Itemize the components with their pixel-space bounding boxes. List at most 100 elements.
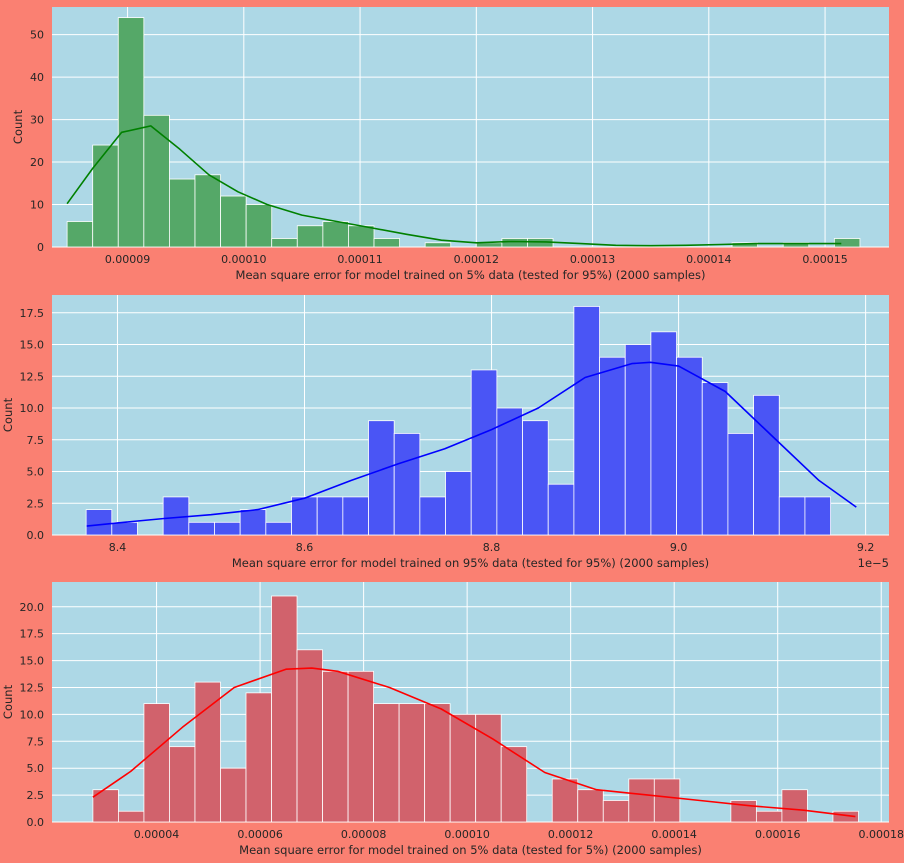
histogram-bar bbox=[373, 238, 400, 248]
y-axis-label: Count bbox=[1, 397, 15, 432]
x-tick-label: 0.00014 bbox=[651, 828, 697, 841]
histogram-bar bbox=[449, 713, 477, 823]
histogram-bar bbox=[143, 703, 170, 823]
x-tick-label: 8.6 bbox=[296, 541, 314, 554]
y-tick-label: 10 bbox=[30, 199, 44, 212]
x-tick-label: 0.00018 bbox=[858, 828, 904, 841]
x-tick-label: 0.00008 bbox=[341, 828, 387, 841]
histogram-bar bbox=[111, 521, 138, 536]
histogram-bar bbox=[239, 509, 267, 536]
histogram-bar bbox=[373, 703, 400, 823]
histogram-bar bbox=[833, 238, 861, 248]
y-tick-label: 10.0 bbox=[20, 708, 45, 721]
histogram-bar bbox=[624, 344, 652, 536]
x-tick-label: 0.00016 bbox=[755, 828, 801, 841]
histogram-bar bbox=[245, 692, 272, 823]
kde-line bbox=[92, 667, 856, 818]
x-tick-label: 8.4 bbox=[109, 541, 127, 554]
x-tick-label: 0.00009 bbox=[105, 253, 151, 266]
histogram-panel-1: 0.00009 0.00010 0.00011 0.00012 0.00013 0.000… bbox=[11, 7, 889, 282]
histogram-bar bbox=[778, 496, 806, 536]
histogram-bar bbox=[547, 483, 575, 536]
histogram-bar bbox=[602, 800, 630, 823]
kde-line bbox=[66, 125, 842, 247]
histogram-bar bbox=[322, 670, 349, 823]
histogram-bar bbox=[118, 810, 145, 823]
histogram-bar bbox=[573, 306, 600, 536]
y-tick-label: 2.5 bbox=[27, 789, 45, 802]
histogram-panel-2: 8.4 8.6 8.8 9.0 9.2 0.0 2.5 5.0 7.5 10.0 12.5 15.0 1… bbox=[1, 295, 889, 570]
histogram-bar bbox=[85, 509, 113, 536]
histogram-bar bbox=[727, 433, 754, 536]
y-tick-label: 12.5 bbox=[20, 370, 45, 383]
histogram-bar bbox=[500, 746, 528, 823]
y-tick-label: 5.0 bbox=[27, 466, 45, 479]
histogram-bar bbox=[322, 221, 349, 248]
y-tick-label: 30 bbox=[30, 114, 44, 127]
histogram-bar bbox=[653, 778, 681, 823]
histogram-bar bbox=[424, 242, 452, 248]
x-tick-label: 0.00004 bbox=[134, 828, 180, 841]
histogram-bar bbox=[398, 703, 426, 823]
histogram-bar bbox=[271, 595, 298, 823]
x-tick-label: 0.00012 bbox=[454, 253, 500, 266]
histogram-bar bbox=[445, 471, 472, 536]
x-axis-label: Mean square error for model trained on 5… bbox=[236, 268, 706, 282]
histogram-bar bbox=[347, 670, 375, 823]
histogram-bar bbox=[265, 521, 292, 536]
x-tick-label: 9.2 bbox=[857, 541, 875, 554]
histogram-bar bbox=[393, 433, 421, 536]
histogram-bar bbox=[245, 204, 273, 248]
histogram-bar bbox=[143, 114, 170, 248]
histogram-bar bbox=[804, 496, 831, 536]
y-tick-label: 17.5 bbox=[20, 628, 45, 641]
y-tick-label: 10.0 bbox=[20, 402, 45, 415]
y-tick-label: 20 bbox=[30, 156, 44, 169]
histogram-bar bbox=[424, 703, 451, 823]
x-tick-label: 0.00012 bbox=[548, 828, 594, 841]
histogram-bar bbox=[832, 810, 859, 823]
histogram-bar bbox=[496, 407, 523, 536]
histogram-bar bbox=[291, 496, 318, 536]
y-tick-label: 20.0 bbox=[20, 601, 45, 614]
histogram-bar bbox=[220, 195, 247, 248]
x-tick-label: 0.00013 bbox=[570, 253, 616, 266]
y-tick-label: 0 bbox=[37, 241, 44, 254]
y-axis-label: Count bbox=[1, 684, 15, 719]
histogram-bar bbox=[628, 778, 655, 823]
histogram-bar bbox=[701, 382, 729, 536]
histogram-bar bbox=[522, 420, 549, 536]
histogram-bar bbox=[782, 242, 810, 248]
histogram-bar bbox=[271, 238, 298, 248]
x-tick-label: 8.8 bbox=[483, 541, 501, 554]
histogram-bar bbox=[577, 789, 604, 823]
histogram-bar bbox=[781, 789, 808, 823]
histogram-bar bbox=[599, 356, 626, 536]
x-tick-label: 0.00010 bbox=[221, 253, 267, 266]
x-axis-offset-label: 1e−5 bbox=[858, 556, 889, 570]
y-tick-label: 0.0 bbox=[27, 816, 45, 829]
x-axis-label: Mean square error for model trained on 9… bbox=[232, 556, 709, 570]
histogram-bar bbox=[368, 420, 395, 536]
y-tick-label: 40 bbox=[30, 71, 44, 84]
y-tick-label: 17.5 bbox=[20, 307, 45, 320]
histogram-bar bbox=[501, 238, 528, 248]
y-tick-label: 7.5 bbox=[27, 434, 45, 447]
x-tick-label: 0.00010 bbox=[444, 828, 490, 841]
y-tick-label: 15.0 bbox=[20, 339, 45, 352]
histogram-bar bbox=[162, 496, 190, 536]
histogram-bar bbox=[342, 496, 369, 536]
x-tick-label: 0.00006 bbox=[237, 828, 283, 841]
histogram-bar bbox=[470, 369, 498, 536]
y-axis-label: Count bbox=[11, 109, 25, 144]
histogram-bar bbox=[755, 810, 783, 823]
y-tick-label: 7.5 bbox=[27, 735, 45, 748]
histogram-bar bbox=[169, 178, 196, 248]
histogram-bar bbox=[316, 496, 344, 536]
histogram-bar bbox=[419, 496, 446, 536]
y-tick-label: 12.5 bbox=[20, 681, 45, 694]
y-tick-label: 0.0 bbox=[27, 529, 45, 542]
x-axis-label: Mean square error for model trained on 5… bbox=[239, 843, 702, 857]
y-tick-label: 15.0 bbox=[20, 655, 45, 668]
